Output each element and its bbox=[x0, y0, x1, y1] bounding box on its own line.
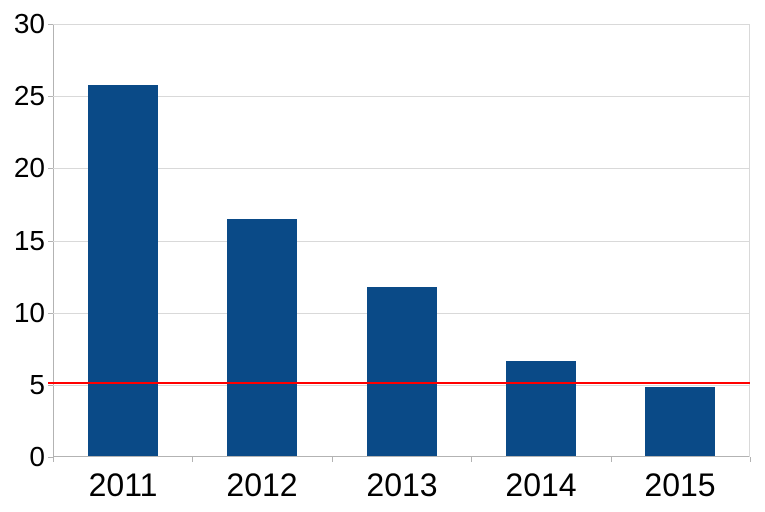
y-axis-line bbox=[53, 24, 54, 457]
y-tick-5 bbox=[48, 385, 53, 386]
y-tick-label-0: 0 bbox=[29, 441, 45, 472]
x-tick-label-2014: 2014 bbox=[505, 467, 577, 503]
y-tick-label-5: 5 bbox=[29, 369, 45, 400]
y-tick-0 bbox=[48, 457, 53, 458]
plot-area bbox=[48, 24, 750, 457]
x-tick-label-2015: 2015 bbox=[644, 467, 716, 503]
x-tick-1 bbox=[192, 457, 193, 462]
gridline-y-15 bbox=[53, 241, 750, 242]
y-tick-10 bbox=[48, 313, 53, 314]
reference-line bbox=[48, 382, 750, 384]
x-tick-3 bbox=[471, 457, 472, 462]
y-tick-15 bbox=[48, 241, 53, 242]
gridline-y-20 bbox=[53, 168, 750, 169]
y-tick-label-25: 25 bbox=[13, 80, 45, 111]
y-tick-30 bbox=[48, 24, 53, 25]
y-tick-label-10: 10 bbox=[13, 297, 45, 328]
y-tick-20 bbox=[48, 168, 53, 169]
x-tick-label-2013: 2013 bbox=[366, 467, 438, 503]
x-tick-2 bbox=[332, 457, 333, 462]
x-tick-0 bbox=[53, 457, 54, 462]
x-axis-line bbox=[53, 456, 750, 457]
x-tick-4 bbox=[611, 457, 612, 462]
y-tick-label-30: 30 bbox=[13, 8, 45, 39]
y-tick-25 bbox=[48, 96, 53, 97]
x-tick-label-2011: 2011 bbox=[88, 467, 158, 503]
bar-2011 bbox=[88, 85, 158, 456]
x-tick-5 bbox=[750, 457, 751, 462]
bar-2012 bbox=[227, 219, 297, 456]
gridline-y-30 bbox=[53, 24, 750, 25]
x-tick-label-2012: 2012 bbox=[226, 467, 298, 503]
y-tick-label-15: 15 bbox=[13, 225, 45, 256]
y-tick-label-20: 20 bbox=[13, 152, 45, 183]
bar-2014 bbox=[506, 361, 576, 456]
plot-right-border bbox=[749, 24, 750, 457]
gridline-y-25 bbox=[53, 96, 750, 97]
bar-2015 bbox=[645, 387, 715, 456]
bar-2013 bbox=[367, 287, 437, 456]
